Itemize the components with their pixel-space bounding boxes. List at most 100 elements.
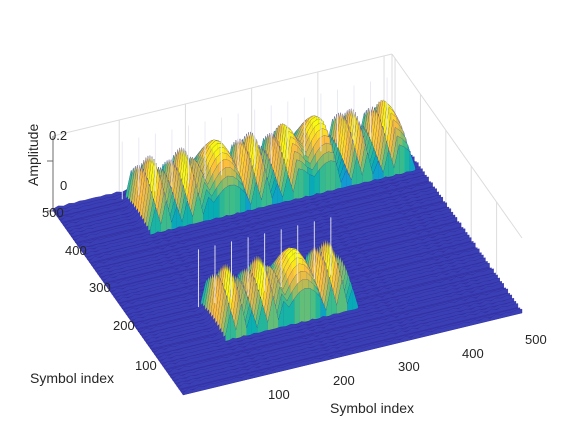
surface-peak [367,153,373,183]
surface-peak [326,285,332,317]
surface-peak [314,169,320,195]
surface-peak [262,304,268,332]
y-axis-label: Symbol index [30,370,114,386]
surface-peak [294,292,300,325]
surface-ridge [109,206,450,292]
surface-peak [347,288,353,312]
surface-ridge [160,277,500,364]
surface-peak [346,170,352,188]
surface-peak [303,170,310,198]
surface-ridge [107,202,447,289]
surface-peak [176,206,183,229]
surface-peak [171,206,177,230]
surface-peak [272,183,278,206]
surface-peak [372,161,379,181]
surface-peak [246,310,252,336]
surface-peak [251,310,258,335]
surface-peak [192,192,198,225]
surface-peak [225,311,231,341]
surface-peak [250,181,257,211]
top-right-edge [391,53,523,239]
surface-peak [341,170,347,189]
surface-ridge [182,308,523,396]
surface-ridge [93,182,433,269]
surface-peak [245,193,251,212]
surface-ridge [89,176,429,264]
surface-peak [325,160,331,193]
x-tick-label: 300 [398,359,420,374]
surface-peak [219,188,225,218]
y-tick-label: 400 [65,243,87,258]
surface-peak [310,288,316,321]
surface-peak [319,163,326,194]
surface-peak [288,175,294,202]
z-ticks: 0 0.2 [49,128,67,193]
surface-ridge [95,186,435,272]
surface-ridge [162,281,502,367]
surface-ridge [168,288,508,376]
surface-peak [230,311,236,340]
surface-peak [394,144,400,176]
x-tick-label: 100 [268,387,290,402]
surface-peak [277,183,283,204]
surface-peak [283,301,289,327]
y-tick-label: 300 [89,280,111,295]
surface-peak [320,297,327,318]
surface-peak [160,200,167,232]
x-tick-label: 500 [525,332,547,347]
surface-peak [235,185,241,215]
surface-peak [266,176,273,207]
surface-peak [383,149,389,179]
surface-peak [299,288,305,323]
surface-peak [293,168,299,200]
peak-spikes [121,77,388,308]
surface-peak [182,201,188,227]
surface-peak [198,192,204,224]
surface-peak [309,174,315,197]
surface-peak [273,296,279,330]
surface-peak [331,285,337,316]
surface-ridge [97,188,437,275]
surface-peak [409,151,416,172]
y-tick-label: 100 [135,358,157,373]
surface-peak [213,194,220,220]
surface-peak [399,144,405,175]
surface-ridge [164,283,504,370]
surface-peak [282,175,288,203]
surface-peak [352,288,358,311]
surface-ridge [83,168,423,255]
surface-peak [208,197,214,221]
surface-ridge [101,194,441,281]
surface-peak [330,160,336,191]
surface-peak [404,147,410,174]
surface-peak [356,156,363,185]
surface-ridge [176,300,517,387]
y-tick-label: 500 [42,205,64,220]
surface-peak [236,304,242,339]
surface-peak [336,280,342,315]
surface-ridge [85,171,425,258]
surface-ridge [174,297,515,384]
surface-peak [388,149,394,177]
top-back-edge [52,53,393,137]
surface [52,99,523,396]
surface-peak [267,296,274,331]
surface-peak [362,153,368,184]
surface-peak [315,292,321,320]
surface-peak [155,207,161,234]
surface-ridge [99,191,439,278]
y-ticks: 100 200 300 400 500 [42,205,157,373]
surface-peak [257,304,263,334]
surface-peak [298,168,304,199]
surface-peak [289,298,295,326]
x-ticks: 100 200 300 400 500 [268,332,547,402]
surface-peak [261,176,267,208]
surface-peak [240,188,246,213]
surface-peak [241,304,247,338]
surface-peak [256,181,262,209]
surface-peak [187,201,193,226]
surface-peak [304,288,311,322]
surface-ridge [170,292,510,379]
z-tick-label: 0.2 [49,128,67,143]
